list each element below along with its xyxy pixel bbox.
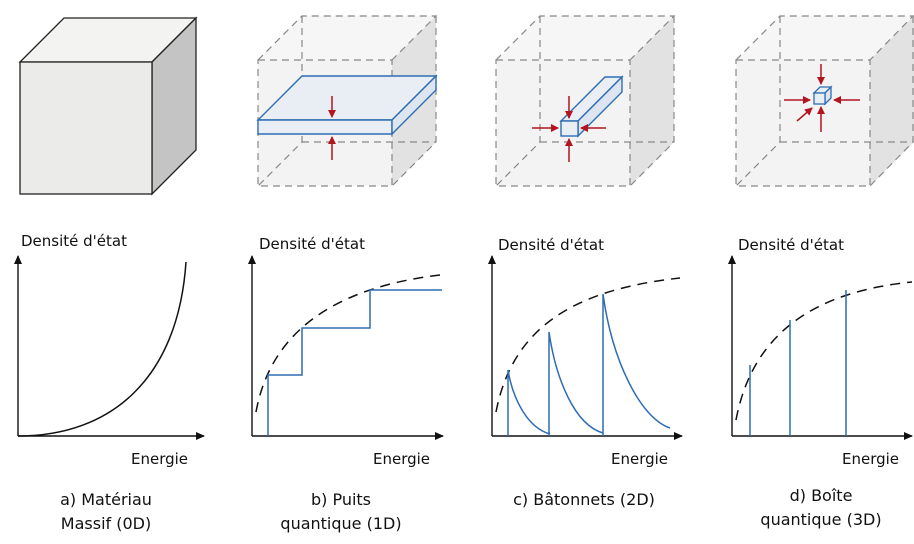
caption-b: b) Puits quantique (1D) — [251, 488, 431, 536]
cube-c-edges — [495, 15, 676, 187]
cube-c — [495, 15, 676, 187]
axes-b — [248, 255, 444, 440]
dos-delta-peaks — [749, 290, 847, 436]
xlabel-d: Energie — [842, 450, 900, 468]
cube-b-edges — [257, 15, 438, 187]
dos-curve-bulk — [17, 261, 187, 437]
caption-d-line1: d) Boîte — [789, 486, 853, 505]
dot-arrow-diag — [796, 107, 813, 122]
caption-d: d) Boîte quantique (3D) — [731, 484, 911, 532]
caption-b-line2: quantique (1D) — [280, 514, 402, 533]
caption-a-line1: a) Matériau — [60, 490, 152, 509]
dos-staircase — [267, 289, 442, 436]
cube-c-top — [496, 16, 674, 60]
quantum-dot — [812, 85, 833, 106]
cube-a-front — [19, 61, 153, 195]
caption-a-line2: Massif (0D) — [60, 514, 152, 533]
dos-envelope-d — [735, 281, 913, 421]
xlabel-b: Energie — [373, 450, 431, 468]
axes-a — [14, 255, 205, 440]
caption-a: a) Matériau Massif (0D) — [16, 488, 196, 536]
ylabel-c: Densité d'état — [498, 236, 604, 254]
dos-envelope-b — [255, 274, 441, 413]
caption-d-line2: quantique (3D) — [760, 510, 882, 529]
slab — [256, 74, 438, 136]
cube-d-top — [736, 16, 914, 60]
cube-d-front — [736, 60, 870, 186]
caption-b-line1: b) Puits — [310, 490, 372, 509]
ylabel-d: Densité d'état — [738, 236, 844, 254]
cube-b — [256, 15, 438, 187]
cube-b-top — [258, 16, 436, 60]
cube-d — [735, 15, 914, 187]
dos-sawtooth — [507, 293, 671, 436]
caption-c-line1: c) Bâtonnets (2D) — [513, 490, 655, 509]
ylabel-a: Densité d'état — [21, 232, 127, 250]
cube-c-side — [630, 16, 674, 186]
xlabel-a: Energie — [131, 450, 189, 468]
ylabel-b: Densité d'état — [259, 235, 365, 253]
cube-a — [18, 16, 198, 196]
rod — [559, 75, 624, 138]
caption-c: c) Bâtonnets (2D) — [494, 488, 674, 512]
cube-d-side — [870, 16, 914, 186]
cube-d-edges — [735, 15, 914, 187]
axes-d — [728, 255, 913, 440]
xlabel-c: Energie — [611, 450, 669, 468]
dos-envelope-c — [495, 277, 681, 413]
axes-c — [488, 255, 683, 440]
